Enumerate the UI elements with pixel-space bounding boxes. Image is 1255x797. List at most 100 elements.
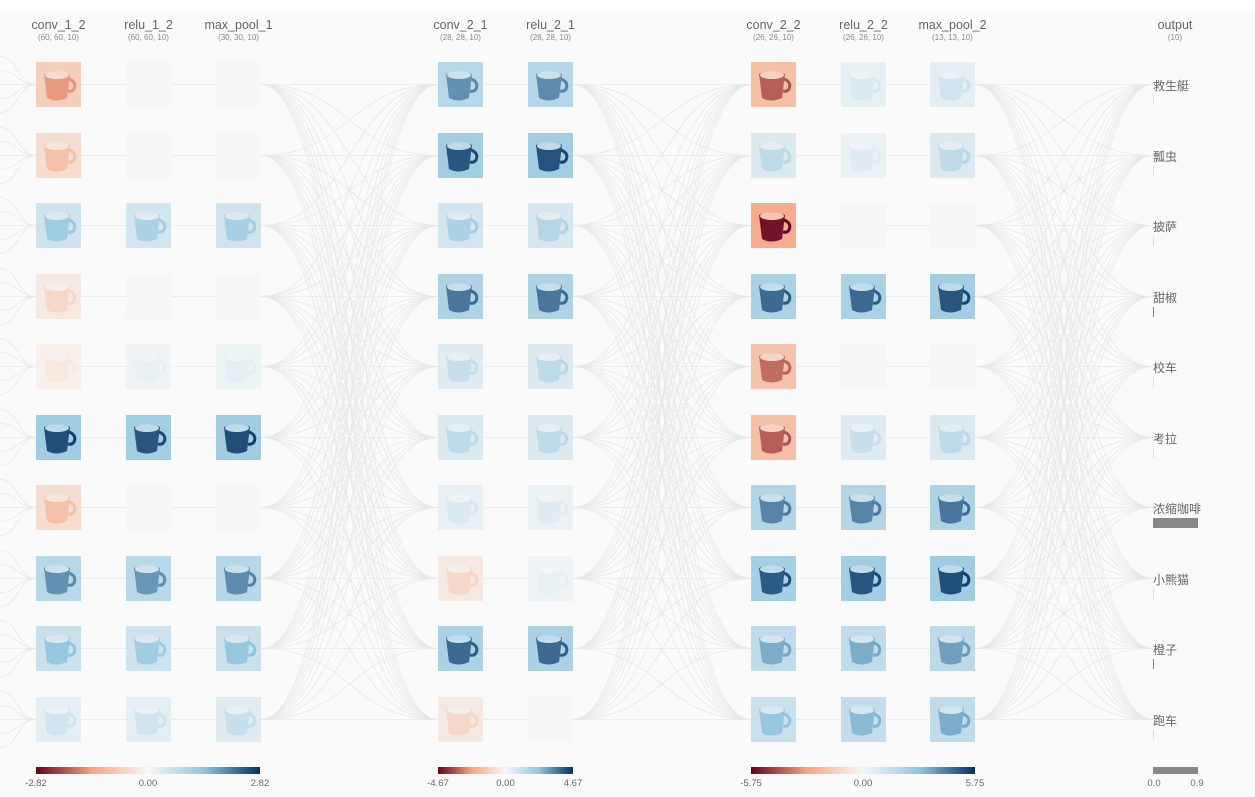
- class-label[interactable]: 浓缩咖啡: [1153, 501, 1202, 516]
- feature-map[interactable]: [751, 133, 796, 178]
- feature-map[interactable]: [36, 62, 81, 107]
- class-label[interactable]: 考拉: [1153, 431, 1178, 446]
- feature-map[interactable]: [751, 274, 796, 319]
- feature-map[interactable]: [751, 203, 796, 248]
- feature-map[interactable]: [126, 485, 171, 530]
- class-label[interactable]: 校车: [1153, 360, 1178, 375]
- feature-map-image: [126, 133, 171, 178]
- feature-map[interactable]: [841, 133, 886, 178]
- feature-map[interactable]: [438, 274, 483, 319]
- feature-map[interactable]: [528, 697, 573, 742]
- class-label[interactable]: 披萨: [1153, 219, 1178, 234]
- feature-map[interactable]: [438, 626, 483, 671]
- feature-map[interactable]: [36, 133, 81, 178]
- feature-map[interactable]: [930, 626, 975, 671]
- feature-map[interactable]: [216, 626, 261, 671]
- feature-map[interactable]: [216, 556, 261, 601]
- feature-map[interactable]: [216, 203, 261, 248]
- cup-handle-activation: [782, 500, 792, 516]
- feature-map[interactable]: [751, 556, 796, 601]
- feature-map[interactable]: [930, 697, 975, 742]
- feature-map[interactable]: [126, 62, 171, 107]
- feature-map[interactable]: [126, 133, 171, 178]
- feature-map[interactable]: [216, 344, 261, 389]
- feature-map[interactable]: [438, 485, 483, 530]
- feature-map[interactable]: [841, 203, 886, 248]
- feature-map[interactable]: [438, 62, 483, 107]
- feature-map[interactable]: [930, 415, 975, 460]
- feature-map[interactable]: [751, 697, 796, 742]
- feature-map[interactable]: [216, 485, 261, 530]
- feature-map[interactable]: [841, 626, 886, 671]
- feature-map[interactable]: [841, 415, 886, 460]
- feature-map[interactable]: [930, 274, 975, 319]
- feature-map[interactable]: [930, 344, 975, 389]
- feature-map[interactable]: [216, 415, 261, 460]
- feature-map[interactable]: [751, 626, 796, 671]
- class-label[interactable]: 瓢虫: [1153, 149, 1178, 164]
- feature-map-image: [930, 556, 975, 601]
- feature-map[interactable]: [841, 697, 886, 742]
- feature-map[interactable]: [930, 62, 975, 107]
- feature-map[interactable]: [751, 485, 796, 530]
- feature-map[interactable]: [528, 62, 573, 107]
- feature-map[interactable]: [216, 274, 261, 319]
- feature-map[interactable]: [36, 203, 81, 248]
- feature-map[interactable]: [126, 556, 171, 601]
- class-label[interactable]: 橙子: [1153, 642, 1178, 657]
- feature-map[interactable]: [841, 344, 886, 389]
- feature-map[interactable]: [930, 556, 975, 601]
- feature-map[interactable]: [841, 274, 886, 319]
- feature-map[interactable]: [841, 62, 886, 107]
- feature-map[interactable]: [528, 203, 573, 248]
- feature-map[interactable]: [528, 274, 573, 319]
- feature-map[interactable]: [36, 556, 81, 601]
- feature-map[interactable]: [751, 344, 796, 389]
- feature-map[interactable]: [438, 415, 483, 460]
- cup-rim-activation: [850, 142, 874, 150]
- feature-map[interactable]: [126, 344, 171, 389]
- cup-body-activation: [446, 706, 472, 736]
- feature-map[interactable]: [126, 697, 171, 742]
- feature-map[interactable]: [36, 485, 81, 530]
- feature-map[interactable]: [841, 556, 886, 601]
- feature-map[interactable]: [751, 62, 796, 107]
- feature-map[interactable]: [216, 133, 261, 178]
- cup-handle-activation: [559, 430, 569, 446]
- cup-rim-activation: [537, 283, 561, 291]
- feature-map[interactable]: [126, 274, 171, 319]
- feature-map[interactable]: [216, 62, 261, 107]
- feature-map[interactable]: [438, 344, 483, 389]
- feature-map[interactable]: [126, 203, 171, 248]
- feature-map[interactable]: [36, 415, 81, 460]
- feature-map[interactable]: [216, 697, 261, 742]
- output-scale-bar: [1153, 767, 1198, 774]
- class-label[interactable]: 救生艇: [1153, 78, 1190, 93]
- feature-map[interactable]: [36, 274, 81, 319]
- feature-map[interactable]: [930, 203, 975, 248]
- feature-map[interactable]: [36, 344, 81, 389]
- feature-map[interactable]: [36, 697, 81, 742]
- feature-map[interactable]: [126, 626, 171, 671]
- feature-map[interactable]: [126, 415, 171, 460]
- feature-map[interactable]: [528, 133, 573, 178]
- feature-map[interactable]: [841, 485, 886, 530]
- cup-body-activation: [759, 565, 785, 595]
- feature-map[interactable]: [438, 697, 483, 742]
- feature-map[interactable]: [528, 626, 573, 671]
- feature-map[interactable]: [528, 485, 573, 530]
- feature-map[interactable]: [528, 556, 573, 601]
- class-label[interactable]: 小熊猫: [1153, 572, 1190, 587]
- feature-map[interactable]: [930, 485, 975, 530]
- class-label[interactable]: 跑车: [1153, 713, 1178, 728]
- feature-map[interactable]: [438, 203, 483, 248]
- feature-map[interactable]: [36, 626, 81, 671]
- cup-handle-activation: [782, 148, 792, 164]
- feature-map[interactable]: [438, 133, 483, 178]
- feature-map[interactable]: [751, 415, 796, 460]
- feature-map[interactable]: [528, 344, 573, 389]
- feature-map[interactable]: [528, 415, 573, 460]
- feature-map[interactable]: [930, 133, 975, 178]
- class-label[interactable]: 甜椒: [1153, 290, 1178, 305]
- feature-map[interactable]: [438, 556, 483, 601]
